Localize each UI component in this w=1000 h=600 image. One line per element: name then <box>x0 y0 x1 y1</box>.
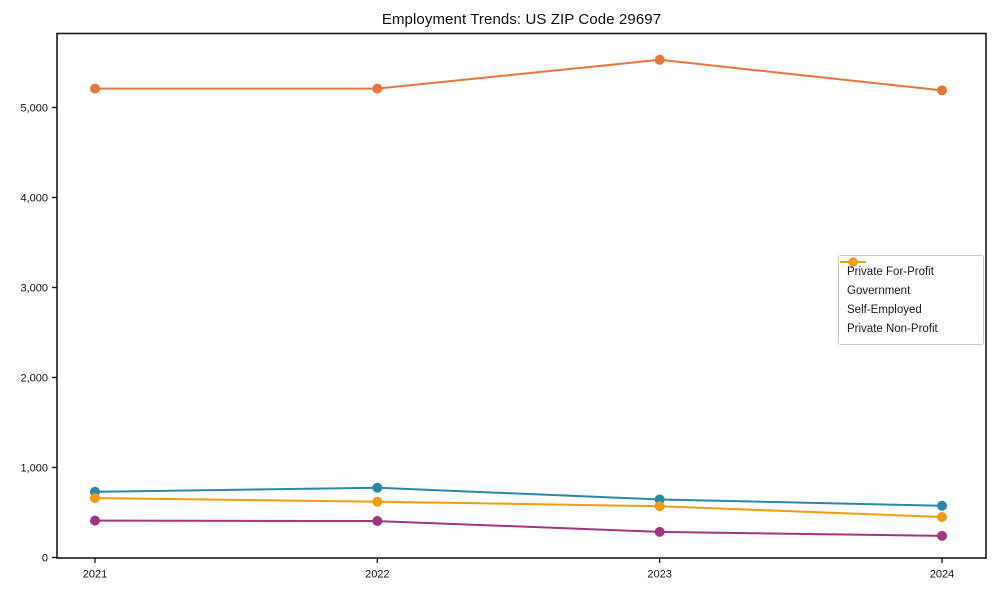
legend-item: Private Non-Profit <box>840 257 975 338</box>
data-point <box>372 516 383 527</box>
data-point <box>654 54 665 65</box>
y-axis-tick-label: 1,000 <box>20 462 48 474</box>
series-line <box>94 519 943 537</box>
series-line <box>94 58 943 92</box>
chart-title: Employment Trends: US ZIP Code 29697 <box>381 11 662 28</box>
x-axis-tick-label: 2024 <box>930 569 954 581</box>
data-point <box>937 500 947 511</box>
data-point <box>90 83 100 94</box>
plot-border <box>56 32 987 559</box>
x-axis-tick-label: 2022 <box>365 569 389 581</box>
legend: Private For-Profit Government Self-Employe… <box>838 255 984 345</box>
data-point <box>372 482 383 493</box>
y-axis-tick-label: 4,000 <box>20 192 48 204</box>
legend-item-label: Government <box>847 284 911 297</box>
series-line <box>94 486 943 507</box>
y-axis-tick-label: 5,000 <box>20 102 48 114</box>
data-point <box>937 85 947 96</box>
legend-item-label: Private Non-Profit <box>847 322 938 335</box>
legend-item-label: Private For-Profit <box>847 265 934 278</box>
legend-item: Self-Employed <box>840 257 975 319</box>
data-point <box>654 526 665 537</box>
legend-marker-dot <box>848 257 858 267</box>
legend-item-label: Self-Employed <box>847 303 922 316</box>
legend-marker-icon <box>840 257 866 267</box>
data-point <box>937 530 947 541</box>
data-point <box>372 496 383 507</box>
data-point <box>937 511 947 522</box>
y-axis-tick-label: 3,000 <box>20 282 48 294</box>
x-axis-tick-label: 2023 <box>647 569 671 581</box>
data-point <box>90 493 100 504</box>
data-point <box>90 515 100 526</box>
data-point <box>654 501 665 512</box>
y-axis-tick-label: 0 <box>42 553 48 565</box>
x-axis-tick-label: 2021 <box>83 569 107 581</box>
legend-item: Government <box>840 257 975 300</box>
data-point <box>372 83 383 94</box>
y-axis-tick-label: 2,000 <box>20 372 48 384</box>
series-line <box>94 497 943 518</box>
